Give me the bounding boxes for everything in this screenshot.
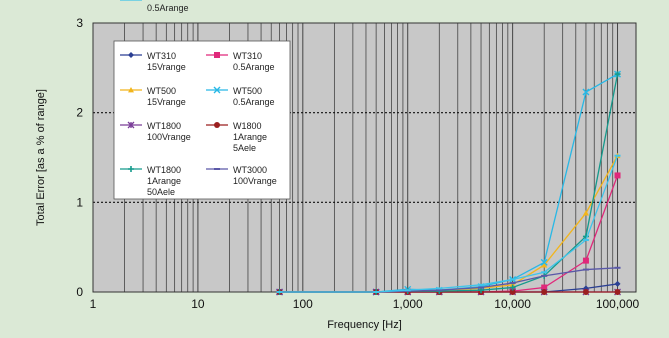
y-tick-label: 0 xyxy=(76,285,83,299)
legend-label: WT500 15Vrange xyxy=(147,86,186,107)
data-point xyxy=(614,280,621,287)
legend-entry: WT500 15Vrange xyxy=(120,86,186,107)
data-point xyxy=(582,210,589,216)
legend-box xyxy=(113,40,291,200)
x-axis-label: Frequency [Hz] xyxy=(327,319,402,331)
x-tick-label: 1 xyxy=(90,297,97,311)
legend-label: WT1800 1Arange 50Aele xyxy=(147,165,181,197)
legend-label: WT3000 100Vrange xyxy=(233,165,277,186)
series-layer xyxy=(276,70,622,296)
legend-label: WT500 0.5Arange xyxy=(233,86,275,107)
legend-entry: WT500 0.5Arange xyxy=(206,86,275,107)
data-point xyxy=(614,172,621,179)
data-point xyxy=(582,257,589,264)
legend-marker xyxy=(128,87,134,93)
x-tick-label: 100,000 xyxy=(596,297,640,311)
data-point xyxy=(614,71,621,78)
legend-marker xyxy=(213,86,221,94)
x-tick-label: 1,000 xyxy=(393,297,423,311)
legend-entry: WT1800 100Vrange xyxy=(120,121,191,142)
data-point xyxy=(509,284,516,291)
legend-marker xyxy=(128,52,134,58)
legend-label: W1800 1Arange 5Aele xyxy=(233,121,267,153)
legend-entry: WT3000 100Vrange xyxy=(206,165,277,186)
legend-entry: WT310 15Vrange xyxy=(120,51,186,72)
legend-marker xyxy=(128,166,134,172)
x-tick-label: 100 xyxy=(293,297,313,311)
data-point xyxy=(541,284,548,291)
data-point xyxy=(614,289,621,295)
legend-entry: WT1800 1Arange 50Aele xyxy=(120,165,181,197)
data-point xyxy=(582,289,589,295)
y-tick-label: 1 xyxy=(76,195,83,209)
series-9 xyxy=(276,154,621,293)
y-tick-label: 2 xyxy=(76,106,83,120)
x-tick-label: 10,000 xyxy=(494,297,531,311)
y-tick-label: 3 xyxy=(76,16,83,30)
x-tick-label: 10 xyxy=(191,297,205,311)
legend-entry: WT30000.5Arange xyxy=(120,0,189,13)
legend: WT310 15Vrange WT310 0.5Arange WT500 15Vrange… xyxy=(113,0,291,200)
legend-entry: W1800 1Arange 5Aele xyxy=(206,121,267,153)
legend-marker xyxy=(214,122,220,128)
legend-label: WT310 0.5Arange xyxy=(233,51,275,72)
data-point xyxy=(509,289,516,295)
data-point xyxy=(582,88,590,96)
data-point xyxy=(540,258,548,266)
legend-marker xyxy=(214,52,220,58)
legend-marker xyxy=(127,121,135,129)
legend-label: WT30000.5Arange xyxy=(147,0,189,13)
data-point xyxy=(541,262,548,268)
legend-label: WT1800 100Vrange xyxy=(147,121,191,142)
data-point xyxy=(541,289,548,295)
y-axis-label: Total Error [as a % of range] xyxy=(35,89,47,226)
legend-entry: WT310 0.5Arange xyxy=(206,51,275,72)
legend-label: WT310 15Vrange xyxy=(147,51,186,72)
